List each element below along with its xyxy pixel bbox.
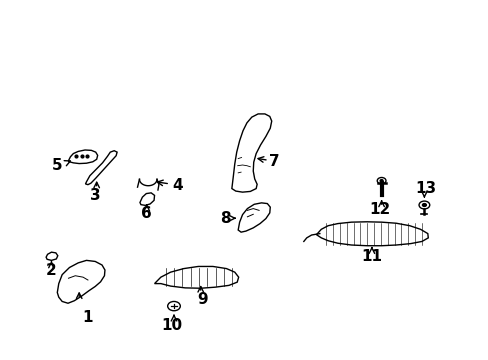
Circle shape	[422, 203, 426, 206]
Text: 9: 9	[197, 292, 207, 307]
Text: 2: 2	[46, 262, 57, 278]
Text: 3: 3	[90, 188, 101, 203]
Text: 12: 12	[368, 202, 389, 217]
Circle shape	[379, 180, 382, 182]
Text: 10: 10	[161, 318, 182, 333]
Text: 13: 13	[414, 181, 435, 197]
Text: 11: 11	[361, 249, 382, 264]
Text: 6: 6	[141, 206, 152, 221]
Text: 1: 1	[82, 310, 93, 325]
Text: 7: 7	[269, 154, 280, 169]
Text: 5: 5	[51, 158, 62, 173]
Text: 4: 4	[172, 177, 183, 193]
Text: 8: 8	[220, 211, 230, 226]
